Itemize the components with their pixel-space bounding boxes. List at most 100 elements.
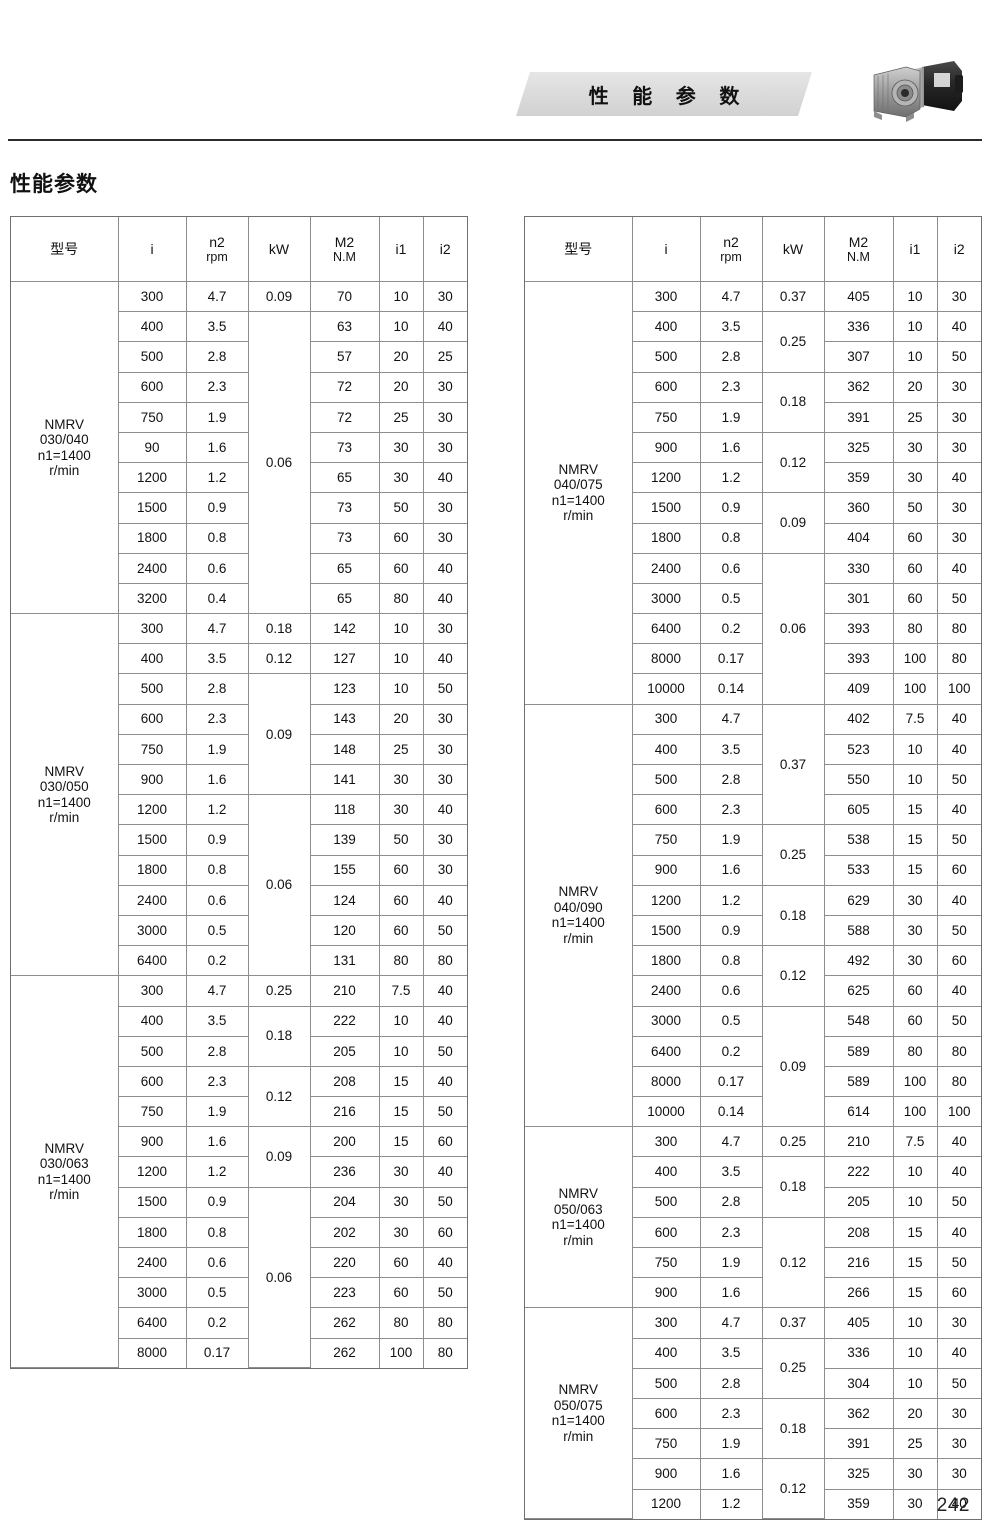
cell-n2: 2.8	[185, 1035, 249, 1067]
cell-i1: 20	[892, 371, 938, 403]
cell-i2: 80	[422, 945, 467, 977]
cell-i1: 20	[892, 1397, 938, 1430]
table-row: 1200 1.2 65 30 40	[11, 462, 467, 494]
cell-n2: 0.4	[185, 582, 249, 615]
cell-i2: 30	[936, 1428, 981, 1460]
cell-i2: 30	[422, 763, 467, 796]
cell-n2: 0.5	[185, 1277, 249, 1309]
header-divider	[8, 139, 982, 141]
cell-i1: 10	[892, 1186, 938, 1218]
cell-n2: 0.2	[185, 1307, 249, 1339]
cell-kw: 0.18	[247, 613, 311, 645]
cell-n2: 1.6	[185, 1126, 249, 1158]
cell-n2: 4.7	[699, 703, 763, 735]
cell-n2: 2.3	[185, 371, 249, 403]
col-header-i: i	[117, 217, 187, 282]
cell-i1: 100	[892, 1096, 938, 1128]
cell-i2: 30	[422, 401, 467, 433]
cell-i2: 40	[422, 1156, 467, 1188]
cell-m2: 391	[823, 401, 894, 433]
cell-i2: 80	[936, 1065, 981, 1098]
cell-m2: 141	[309, 763, 380, 796]
cell-i2: 30	[422, 492, 467, 524]
cell-i1: 30	[892, 945, 938, 977]
cell-kw: 0.25	[247, 975, 311, 1007]
cell-i: 2400	[118, 552, 187, 584]
table-row: 750 1.9 148 25 30	[11, 733, 467, 766]
cell-m2: 118	[309, 794, 380, 826]
cell-i: 6400	[632, 1035, 701, 1067]
cell-i1: 10	[378, 673, 424, 705]
table-row: NMRV 030/050 n1=1400 r/min 300 4.7 0.18 142 1…	[11, 613, 467, 977]
cell-n2: 0.17	[699, 643, 763, 675]
cell-m2: 139	[309, 824, 380, 856]
col-header-n2: n2 rpm	[699, 217, 763, 282]
model-cell: NMRV 050/075 n1=1400 r/min	[525, 1307, 633, 1520]
cell-i1: 30	[378, 1186, 424, 1218]
cell-i1: 60	[378, 552, 424, 584]
cell-m2: 65	[309, 552, 380, 584]
cell-i: 2400	[118, 1246, 187, 1279]
col-header-m2-main: M2	[848, 233, 869, 250]
cell-m2: 148	[309, 733, 380, 766]
left-spec-table-wrapper: 型号 i n2 rpm kW M2 N.M i1 i2 NMRV 030/040…	[10, 216, 468, 1370]
cell-i2: 80	[936, 613, 981, 645]
cell-i2: 50	[422, 1035, 467, 1067]
table-row: 750 1.9 391 25 30	[525, 401, 981, 433]
cell-m2: 155	[309, 854, 380, 886]
cell-n2: 1.6	[699, 431, 763, 464]
cell-m2: 405	[823, 1307, 894, 1339]
cell-i2: 40	[422, 1005, 467, 1037]
cell-kw: 0.12	[761, 1216, 825, 1309]
cell-m2: 202	[309, 1216, 380, 1249]
cell-n2: 4.7	[185, 280, 249, 313]
model-cell: NMRV 040/090 n1=1400 r/min	[525, 703, 633, 1128]
cell-i: 6400	[118, 945, 187, 977]
cell-i2: 60	[422, 1126, 467, 1158]
cell-i1: 60	[378, 522, 424, 554]
cell-i: 500	[118, 673, 187, 705]
cell-i: 3000	[632, 582, 701, 615]
cell-n2: 2.8	[699, 1186, 763, 1218]
table-row: NMRV 050/063 n1=1400 r/min 300 4.7 0.25 210 7…	[525, 1126, 981, 1309]
cell-i: 900	[118, 1126, 187, 1158]
cell-i1: 60	[892, 522, 938, 554]
cell-m2: 307	[823, 341, 894, 373]
cell-i2: 30	[422, 522, 467, 554]
cell-kw: 0.18	[761, 1397, 825, 1460]
cell-m2: 220	[309, 1246, 380, 1279]
cell-i1: 25	[892, 401, 938, 433]
cell-i1: 15	[892, 1277, 938, 1309]
cell-i: 1800	[632, 945, 701, 977]
table-row: 600 2.3 143 20 30	[11, 703, 467, 735]
cell-i2: 50	[936, 824, 981, 856]
table-row: 1500 0.9 73 50 30	[11, 492, 467, 524]
cell-i: 750	[632, 401, 701, 433]
cell-m2: 362	[823, 1397, 894, 1430]
cell-i1: 60	[378, 1277, 424, 1309]
table-row: 600 2.3 0.12 208 15 40	[525, 1216, 981, 1309]
cell-i: 750	[118, 1096, 187, 1128]
cell-i2: 30	[936, 492, 981, 524]
cell-m2: 588	[823, 914, 894, 947]
table-row: 500 2.8 307 10 50	[525, 341, 981, 373]
cell-i1: 10	[892, 763, 938, 796]
cell-n2: 2.8	[699, 763, 763, 796]
cell-n2: 1.9	[699, 1246, 763, 1279]
model-cell: NMRV 030/050 n1=1400 r/min	[11, 613, 119, 977]
cell-m2: 205	[823, 1186, 894, 1218]
cell-i2: 40	[422, 975, 467, 1007]
cell-i: 600	[632, 794, 701, 826]
cell-kw: 0.06	[247, 794, 311, 977]
cell-i: 500	[632, 763, 701, 796]
cell-n2: 1.6	[699, 854, 763, 886]
cell-n2: 0.8	[185, 522, 249, 554]
cell-i: 2400	[632, 552, 701, 584]
cell-i1: 10	[378, 643, 424, 675]
cell-kw: 0.12	[761, 945, 825, 1007]
col-header-kw: kW	[247, 217, 311, 282]
cell-i: 8000	[632, 1065, 701, 1098]
table-row: 6400 0.2 589 80 80	[525, 1035, 981, 1067]
cell-kw: 0.09	[247, 1126, 311, 1188]
cell-i: 400	[118, 643, 187, 675]
